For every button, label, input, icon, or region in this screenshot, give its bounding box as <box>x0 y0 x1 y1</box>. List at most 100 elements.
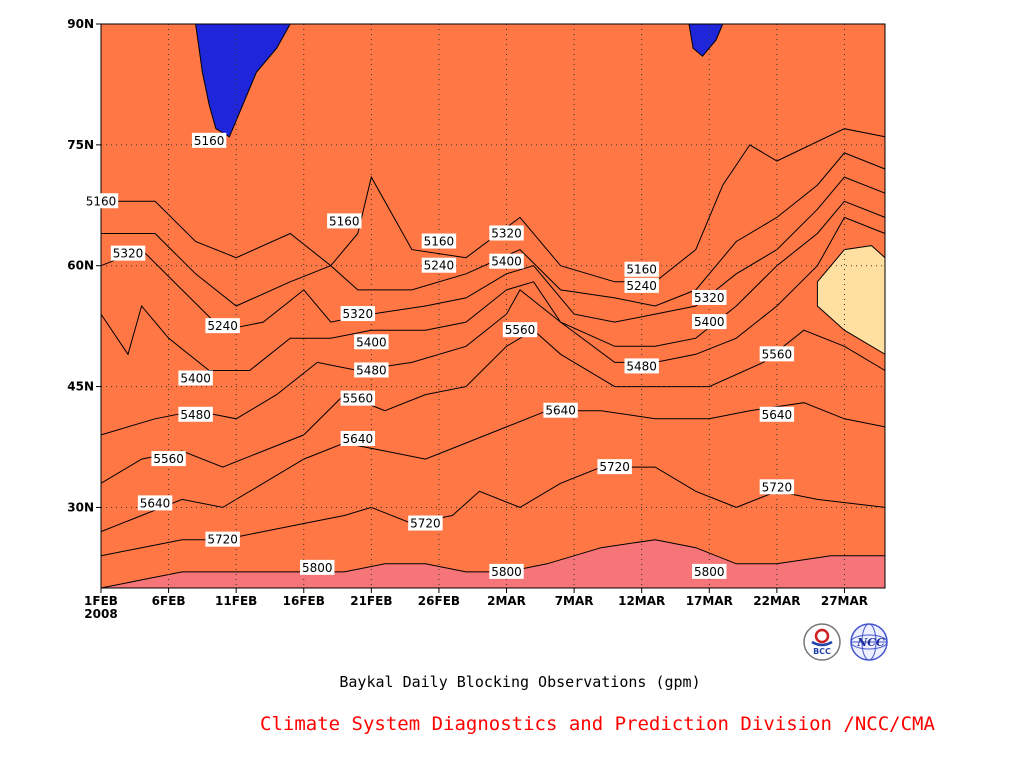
contour-label-text: 5240 <box>207 319 238 333</box>
x-tick-label: 16FEB <box>283 594 325 608</box>
contour-label-5240: 5240 <box>624 277 659 293</box>
contour-label-5800: 5800 <box>489 563 524 579</box>
contour-label-text: 5720 <box>599 460 630 474</box>
contour-label-box <box>489 225 524 241</box>
contour-label-box <box>151 451 186 467</box>
contour-label-5480: 5480 <box>624 358 659 374</box>
contour-label-box <box>421 257 457 273</box>
contour-label-5560: 5560 <box>759 346 795 362</box>
contour-label-text: 5400 <box>491 255 522 269</box>
x-tick-label: 17MAR <box>686 594 733 608</box>
contour-label-box <box>300 559 335 575</box>
x-tick-label: 21FEB <box>350 594 392 608</box>
contour-label-5240: 5240 <box>205 318 240 334</box>
contour-label-text: 5560 <box>343 392 374 406</box>
contour-label-box <box>421 233 457 249</box>
contour-label-text: 5160 <box>194 134 225 148</box>
contour-label-text: 5400 <box>356 335 387 349</box>
contour-labels: 5160 5160 5160 5160 5160 5240 5240 5240 5320 5320… <box>83 132 795 579</box>
x-tick-label: 22MAR <box>753 594 800 608</box>
chart-caption: Baykal Daily Blocking Observations (gpm) <box>339 673 701 691</box>
contour-line-5560 <box>100 329 886 484</box>
contour-label-text: 5800 <box>491 565 522 579</box>
contour-label-text: 5320 <box>343 307 374 321</box>
contour-label-text: 5560 <box>153 452 184 466</box>
contour-label-5160: 5160 <box>83 193 119 209</box>
contour-label-text: 5320 <box>113 247 144 261</box>
contour-label-box <box>502 322 538 338</box>
contour-label-5640: 5640 <box>137 495 173 511</box>
x-tick-label: 27MAR <box>821 594 868 608</box>
x-tick-label: 12MAR <box>618 594 665 608</box>
contour-label-5160: 5160 <box>191 132 227 148</box>
contour-label-5560: 5560 <box>340 390 376 406</box>
contour-label-text: 5800 <box>302 561 333 575</box>
contour-label-text: 5240 <box>626 279 657 293</box>
contour-label-text: 5160 <box>626 263 657 277</box>
contour-label-text: 5160 <box>86 194 117 208</box>
contour-label-text: 5160 <box>329 214 360 228</box>
contour-label-box <box>543 402 578 418</box>
y-tick-label: 60N <box>67 259 94 273</box>
contour-line-5800 <box>100 539 885 589</box>
contour-label-box <box>191 132 227 148</box>
contour-label-5800: 5800 <box>692 563 727 579</box>
x-tick-label: 1FEB <box>84 594 118 608</box>
contour-label-box <box>205 318 240 334</box>
contour-label-text: 5720 <box>410 517 441 531</box>
plot-frame <box>100 23 886 589</box>
contour-line-5400 <box>100 200 886 371</box>
contour-label-5160: 5160 <box>624 261 659 277</box>
contour-label-box <box>327 213 362 229</box>
contour-label-text: 5320 <box>694 291 725 305</box>
contour-label-5400: 5400 <box>489 253 524 269</box>
x-tick-label: 2008 <box>84 607 117 621</box>
contour-label-5720: 5720 <box>205 531 240 547</box>
contour-label-5240: 5240 <box>421 257 457 273</box>
contour-label-5320: 5320 <box>110 245 146 261</box>
contour-label-5320: 5320 <box>340 306 376 322</box>
contour-label-5160: 5160 <box>327 213 362 229</box>
contour-label-5160: 5160 <box>421 233 457 249</box>
credit-line: Climate System Diagnostics and Predictio… <box>260 713 935 735</box>
contour-label-box <box>178 370 213 386</box>
contour-label-box <box>178 406 213 422</box>
contour-label-text: 5640 <box>140 496 171 510</box>
contour-label-box <box>489 253 524 269</box>
y-tick-label: 90N <box>67 17 94 31</box>
contour-label-box <box>137 495 173 511</box>
contour-label-text: 5240 <box>424 259 455 273</box>
contour-label-box <box>340 430 376 446</box>
contour-label-text: 5160 <box>424 235 455 249</box>
ncc-logo-text: NCC <box>856 636 885 649</box>
contour-label-text: 5800 <box>694 565 725 579</box>
contour-label-5400: 5400 <box>354 334 389 350</box>
contour-line-5240 <box>101 152 886 307</box>
contour-line-5480 <box>100 216 886 436</box>
contour-label-text: 5400 <box>694 315 725 329</box>
x-tick-label: 11FEB <box>215 594 257 608</box>
contour-label-box <box>340 306 376 322</box>
contour-label-5320: 5320 <box>489 225 524 241</box>
contour-label-text: 5480 <box>180 408 211 422</box>
contour-label-text: 5720 <box>207 533 238 547</box>
contour-label-text: 5560 <box>762 347 793 361</box>
contour-label-5640: 5640 <box>759 406 795 422</box>
bcc-logo-text: BCC <box>813 647 831 656</box>
contour-label-box <box>759 346 795 362</box>
contour-label-5480: 5480 <box>354 362 389 378</box>
contour-label-5560: 5560 <box>502 322 538 338</box>
contour-line-5160-north <box>195 23 292 138</box>
contour-label-5720: 5720 <box>408 515 443 531</box>
x-tick-label: 26FEB <box>418 594 460 608</box>
contour-label-5400: 5400 <box>178 370 213 386</box>
contour-label-text: 5640 <box>762 408 793 422</box>
y-tick-label: 75N <box>67 138 94 152</box>
contour-line-5640 <box>100 402 886 533</box>
contour-label-box <box>354 362 389 378</box>
contour-label-text: 5640 <box>545 404 576 418</box>
y-axis-ticks: 30N 45N 60N 75N 90N <box>67 17 101 514</box>
contour-label-text: 5400 <box>180 372 211 386</box>
